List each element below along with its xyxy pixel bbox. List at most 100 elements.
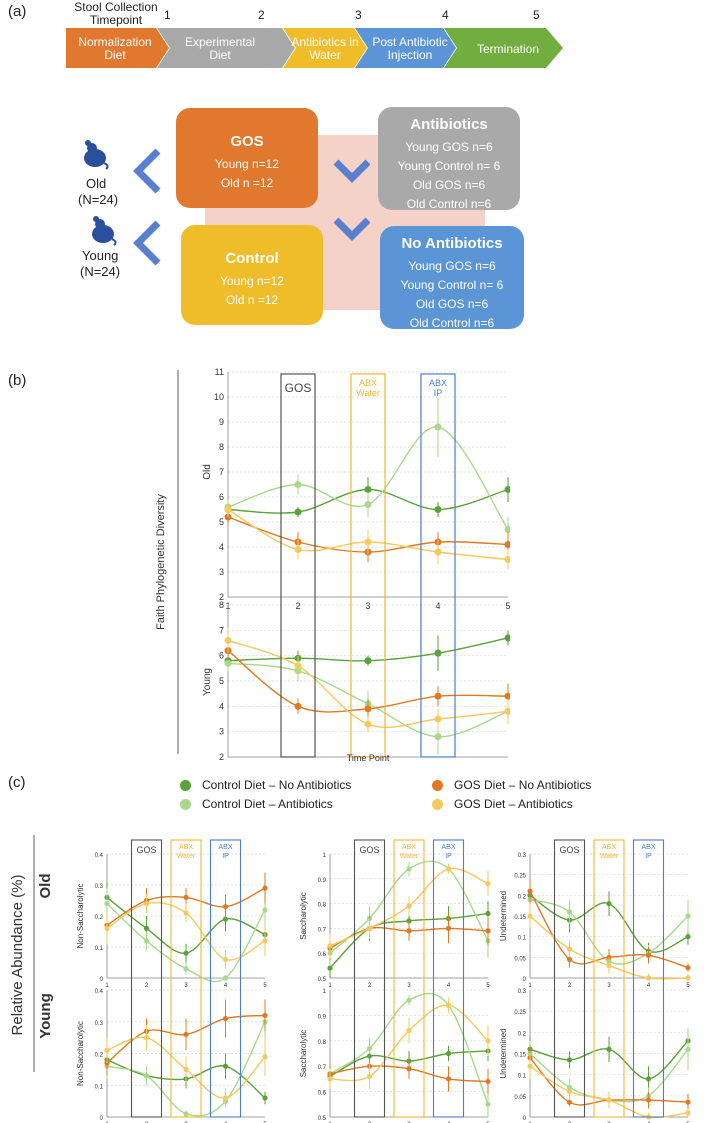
data-point <box>294 481 302 488</box>
window-box <box>280 373 316 758</box>
x-tick-label: 2 <box>145 983 149 989</box>
data-point <box>434 548 442 556</box>
data-point <box>406 1028 412 1034</box>
data-point <box>294 546 302 553</box>
step-antibiotics-water <box>283 28 367 68</box>
x-tick-label: 3 <box>607 983 611 989</box>
data-point <box>485 1078 491 1085</box>
data-point <box>527 888 533 894</box>
step-post-injection <box>355 28 456 68</box>
window-label: ABX <box>359 378 377 388</box>
no-antibiotics-box-line: Young Control n= 6 <box>400 278 504 292</box>
y-tick-label: 0.7 <box>318 1065 327 1071</box>
data-point <box>222 1095 229 1101</box>
data-point <box>183 1031 189 1038</box>
y-tick-label: 0.1 <box>95 1084 104 1090</box>
antibiotics-box-line: Young Control n= 6 <box>397 159 501 173</box>
x-tick-label: 5 <box>686 983 690 989</box>
data-point <box>606 1046 612 1052</box>
timeline-arrows <box>66 28 563 68</box>
y-tick-label: 0.05 <box>514 956 526 962</box>
data-point <box>224 636 232 644</box>
x-tick-label: 1 <box>528 983 532 989</box>
y-tick-label: 2 <box>219 752 224 762</box>
data-point <box>183 966 189 972</box>
x-tick-label: 3 <box>365 601 370 611</box>
relative-abundance-charts: Relative Abundance (%) Old Young 0 0.1 0.2 0.3… <box>9 835 691 1123</box>
facet-label-old: Old <box>202 464 213 480</box>
y-tick-label: 0.4 <box>95 853 104 859</box>
window-box <box>593 839 625 1118</box>
data-point <box>222 1063 229 1069</box>
legend-marker <box>432 780 443 791</box>
data-point <box>685 1099 691 1105</box>
x-tick-label: 4 <box>647 983 651 989</box>
data-point <box>606 901 612 907</box>
data-point <box>104 1047 110 1053</box>
y-axis-title: Undetermined <box>499 891 508 941</box>
window-box <box>353 839 386 1118</box>
x-tick-label: 1 <box>328 983 332 989</box>
data-point <box>445 1076 452 1082</box>
x-tick-label: 2 <box>368 983 372 989</box>
window-label: Water <box>600 853 619 860</box>
y-tick-label: 0 <box>100 1116 104 1122</box>
data-point <box>606 963 612 969</box>
data-point <box>685 913 691 919</box>
data-point <box>104 925 110 931</box>
step-normalization <box>66 28 169 68</box>
data-point <box>222 956 229 962</box>
data-point <box>566 1057 573 1063</box>
window-label: IP <box>445 853 452 860</box>
window-label: Water <box>356 388 380 398</box>
step-label-3: Antibiotics in Water <box>291 35 359 62</box>
data-point <box>143 901 150 907</box>
y-tick-label: 0.4 <box>95 989 104 995</box>
window-box <box>350 373 386 758</box>
data-point <box>183 1111 189 1117</box>
y-tick-label: 3 <box>219 567 224 577</box>
data-point <box>294 508 302 516</box>
legend-label: Control Diet – Antibiotics <box>202 797 333 811</box>
y-tick-label: 0.25 <box>514 1010 526 1016</box>
step-label-5: Termination <box>476 41 540 56</box>
data-point <box>445 925 452 931</box>
data-point <box>485 881 491 887</box>
row-label-old: Old <box>37 874 54 899</box>
legend-marker <box>180 780 191 791</box>
control-box-line: Old n =12 <box>225 293 279 307</box>
mouse-icon <box>92 216 117 246</box>
data-point <box>504 634 510 642</box>
data-point <box>645 1076 652 1082</box>
window-label: GOS <box>285 381 312 395</box>
data-point <box>366 1045 373 1052</box>
y-tick-label: 8 <box>219 600 224 610</box>
x-tick-label: 1 <box>105 983 109 989</box>
data-point <box>104 901 110 907</box>
data-point <box>566 956 573 962</box>
data-point <box>294 702 302 710</box>
data-point <box>143 1035 150 1041</box>
y-axis-title: Saccharolytic <box>299 1030 308 1078</box>
data-point <box>183 1066 189 1072</box>
window-box <box>432 839 465 1118</box>
y-tick-label: 3 <box>219 727 224 737</box>
x-tick-label: 3 <box>184 983 188 989</box>
data-point <box>645 975 652 981</box>
window-label: ABX <box>441 844 455 851</box>
data-point <box>485 1101 491 1107</box>
y-tick-label: 0 <box>523 977 527 983</box>
data-point <box>485 1038 491 1044</box>
data-point <box>222 975 229 981</box>
data-point <box>262 1012 268 1018</box>
chevron-icon <box>133 220 161 266</box>
y-tick-label: 0.2 <box>95 915 104 921</box>
row-title: Relative Abundance (%) <box>9 875 26 1036</box>
data-point <box>504 556 510 563</box>
y-tick-label: 5 <box>219 676 224 686</box>
x-tick-label: 5 <box>505 761 510 762</box>
y-tick-label: 6 <box>219 492 224 502</box>
timepoint-number: 2 <box>258 8 265 22</box>
y-tick-label: 0.2 <box>95 1053 104 1059</box>
group-young-n: (N=24) <box>80 264 121 279</box>
